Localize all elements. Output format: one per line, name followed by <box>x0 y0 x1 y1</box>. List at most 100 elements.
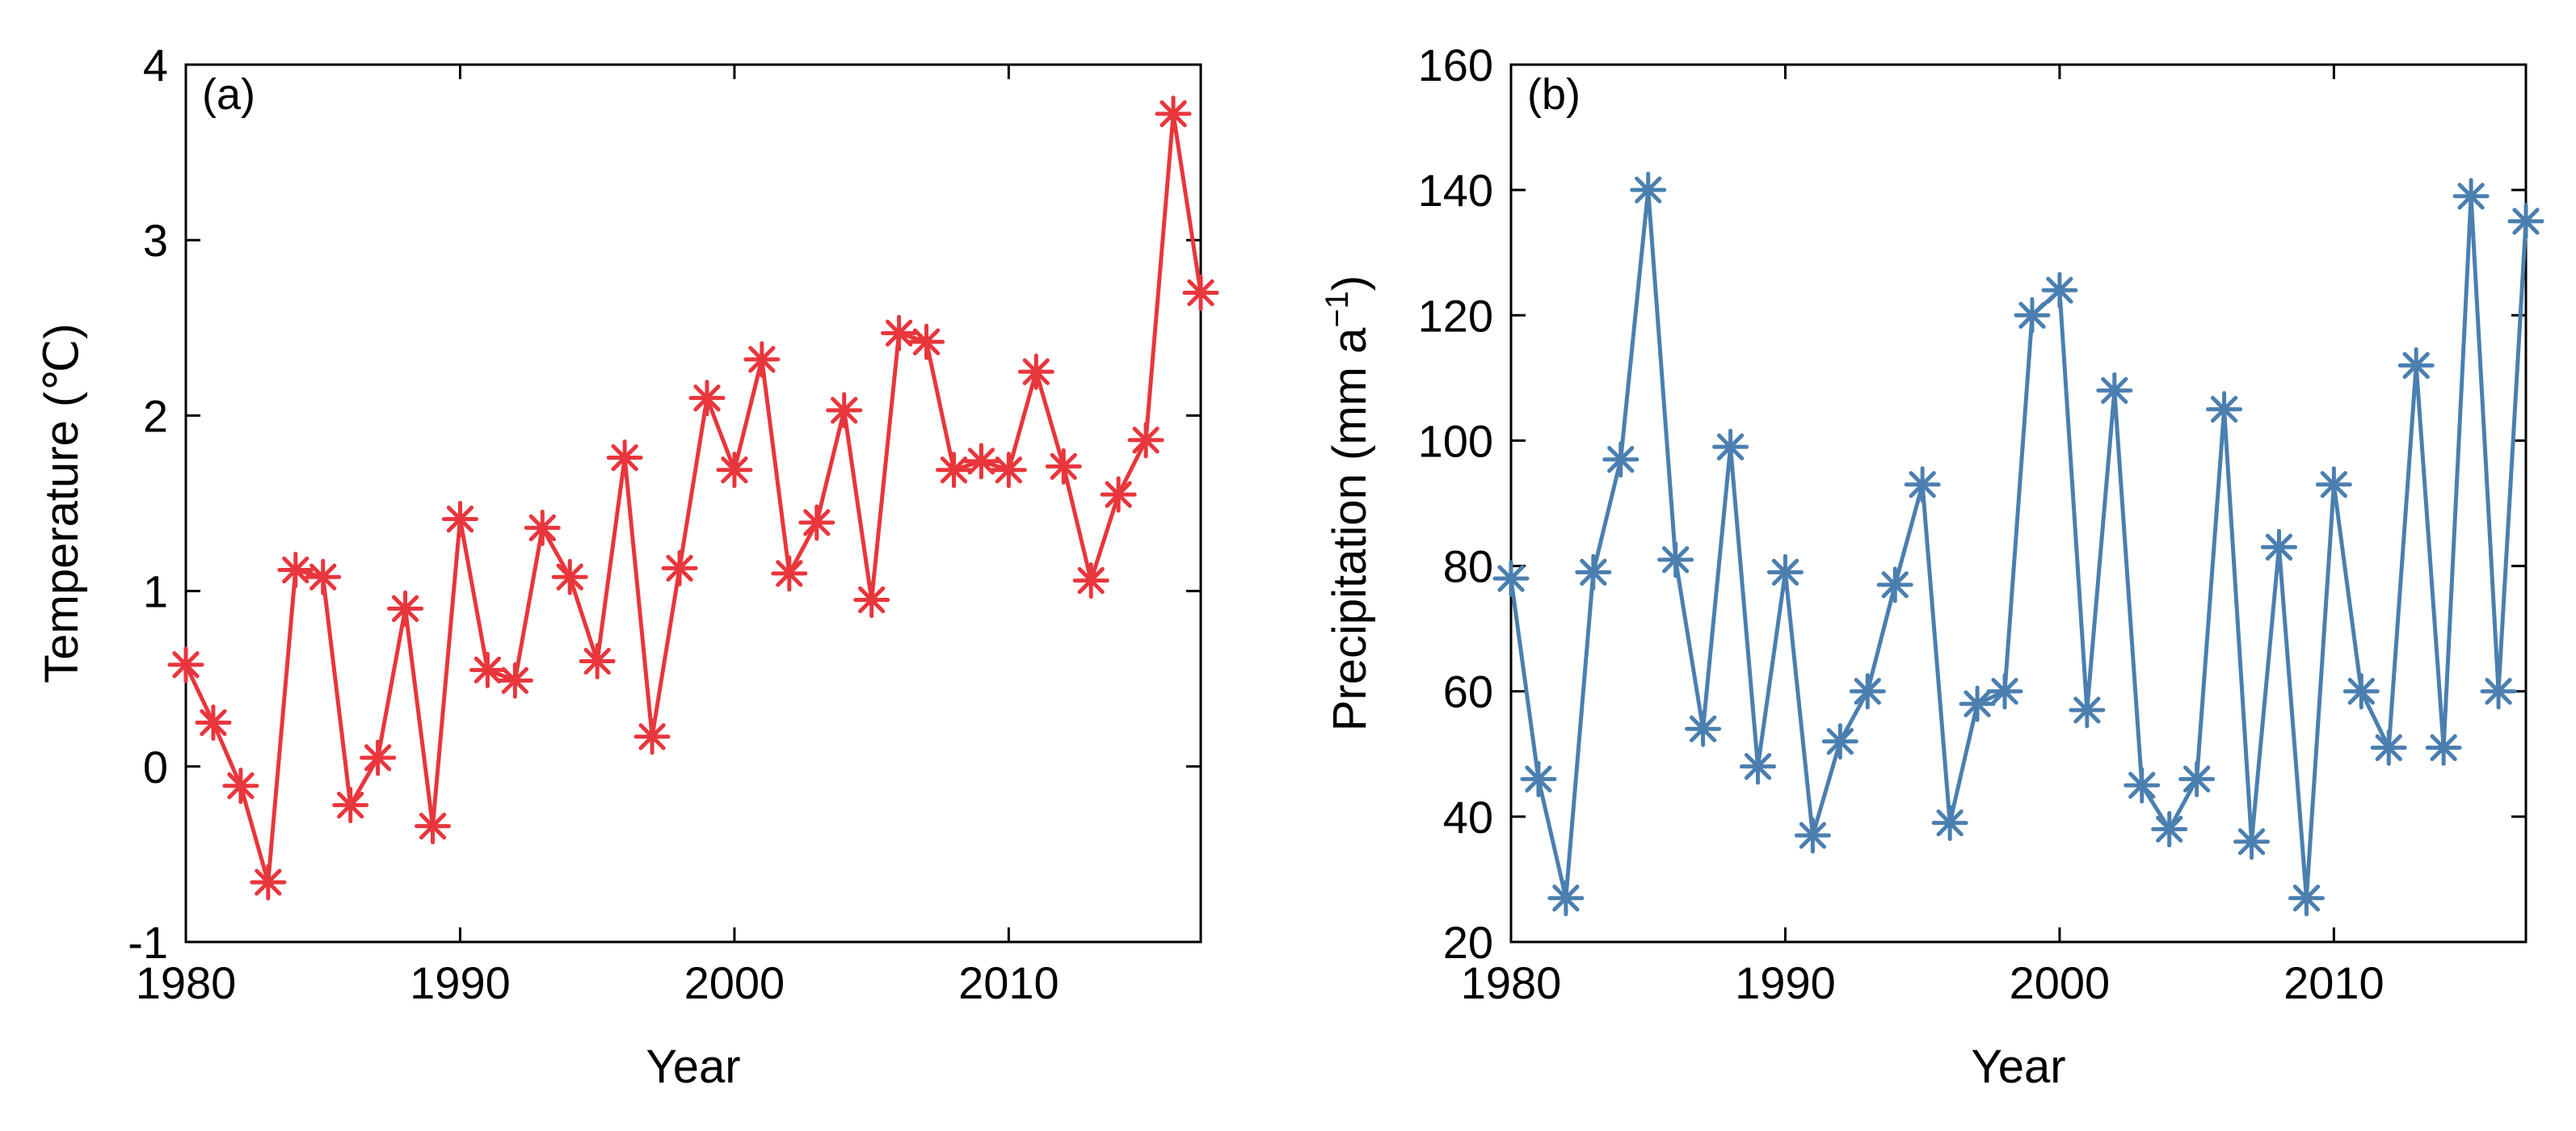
x-tick-label: 1990 <box>410 957 511 1008</box>
data-point <box>1740 748 1777 785</box>
data-point <box>1904 466 1941 503</box>
data-point <box>387 590 424 627</box>
y-axis-label-b: Precipitation (mm a−1) <box>1320 275 1376 732</box>
data-point <box>2370 729 2407 767</box>
y-tick-label: -1 <box>128 917 168 968</box>
data-point <box>1657 541 1694 578</box>
data-point <box>1100 476 1137 513</box>
data-point <box>360 739 397 776</box>
y-axis-label-a: Temperature (℃) <box>36 323 88 683</box>
data-point <box>2151 810 2188 847</box>
data-point <box>332 787 369 824</box>
data-point <box>1182 274 1219 311</box>
data-point <box>496 662 533 699</box>
data-point <box>1794 817 1831 854</box>
data-point <box>2178 760 2216 797</box>
data-point <box>1685 710 1722 747</box>
data-point <box>908 323 945 360</box>
tick-labels-a: 1980 1990 2000 2010 -1 0 1 2 3 4 <box>128 40 1059 1008</box>
data-point <box>1492 560 1530 597</box>
axis-ticks-a <box>184 63 1201 944</box>
data-point <box>1045 448 1082 485</box>
x-tick-label: 1990 <box>1735 957 1836 1008</box>
series-a <box>167 95 1219 901</box>
data-point <box>1520 760 1557 797</box>
panel-a-temperature-chart: 1980 1990 2000 2010 -1 0 1 2 3 4 (a) Year Tempera… <box>36 40 1219 1093</box>
data-point <box>661 549 698 587</box>
data-point <box>2124 767 2161 804</box>
data-point <box>222 767 259 805</box>
data-point <box>1072 562 1109 599</box>
data-point <box>277 552 314 589</box>
data-point <box>2425 729 2462 767</box>
data-point <box>1575 553 1612 591</box>
y-tick-label: 60 <box>1443 666 1493 717</box>
data-point <box>469 651 506 688</box>
data-point <box>167 646 204 683</box>
data-point <box>2507 203 2544 240</box>
y-axis-label-b-superscript: −1 <box>1320 291 1355 328</box>
panel-b-precipitation-chart: 1980 1990 2000 2010 20 40 60 80 100 120 140 160 (b)… <box>1320 40 2544 1093</box>
x-tick-label: 2000 <box>2010 957 2111 1008</box>
data-point <box>1986 673 2023 710</box>
data-point <box>1821 723 1858 760</box>
data-point <box>962 443 1000 480</box>
data-point <box>2014 296 2051 334</box>
data-point <box>1630 171 1667 208</box>
y-tick-label: 100 <box>1418 415 1493 466</box>
data-point <box>1155 95 1192 132</box>
data-point <box>579 642 616 679</box>
data-point <box>1931 805 1968 842</box>
y-tick-label: 2 <box>143 390 168 441</box>
data-point <box>1547 880 1585 917</box>
data-point <box>2315 466 2352 503</box>
y-tick-label: 0 <box>143 742 168 793</box>
y-tick-label: 120 <box>1418 290 1493 341</box>
data-point <box>881 314 918 351</box>
y-tick-label: 20 <box>1443 917 1493 968</box>
x-tick-label: 2010 <box>958 957 1059 1008</box>
data-point <box>2288 880 2325 917</box>
data-point <box>2041 271 2078 309</box>
data-point <box>826 392 863 429</box>
data-point <box>2206 391 2243 428</box>
data-point <box>441 501 478 538</box>
tick-labels-b: 1980 1990 2000 2010 20 40 60 80 100 120 140 160 <box>1418 40 2384 1008</box>
data-point <box>853 581 890 618</box>
data-point <box>935 452 972 489</box>
data-point <box>2069 692 2106 729</box>
y-tick-label: 1 <box>143 566 168 617</box>
data-point <box>606 439 643 477</box>
data-point <box>771 555 808 592</box>
data-point <box>1959 685 1996 722</box>
data-point <box>195 704 232 741</box>
y-tick-label: 4 <box>143 40 168 90</box>
data-point <box>1849 673 1886 710</box>
y-tick-label: 160 <box>1418 40 1493 90</box>
x-tick-label: 2010 <box>2283 957 2384 1008</box>
data-point <box>2342 673 2380 710</box>
y-axis-label-b-main: Precipitation (mm a <box>1324 327 1376 731</box>
data-point <box>1127 422 1164 459</box>
panel-label-b: (b) <box>1527 70 1581 119</box>
plot-frame-b <box>1509 63 2528 944</box>
data-point <box>1602 441 1639 478</box>
data-point <box>798 504 836 541</box>
series-line <box>1509 187 2528 901</box>
plot-frame-a <box>184 63 1202 944</box>
data-point <box>1017 353 1054 390</box>
data-point <box>551 558 588 595</box>
y-tick-label: 140 <box>1418 165 1493 216</box>
data-point <box>250 864 287 901</box>
y-axis-label-b-close: ) <box>1324 275 1376 291</box>
x-tick-label: 1980 <box>1461 957 1562 1008</box>
x-tick-label: 2000 <box>684 957 785 1008</box>
x-axis-label-b: Year <box>1971 1041 2065 1093</box>
data-point <box>415 808 452 845</box>
data-point <box>743 341 781 378</box>
data-point <box>524 509 561 546</box>
y-tick-label: 80 <box>1443 541 1493 592</box>
data-point <box>688 380 726 417</box>
data-point <box>2452 178 2490 215</box>
